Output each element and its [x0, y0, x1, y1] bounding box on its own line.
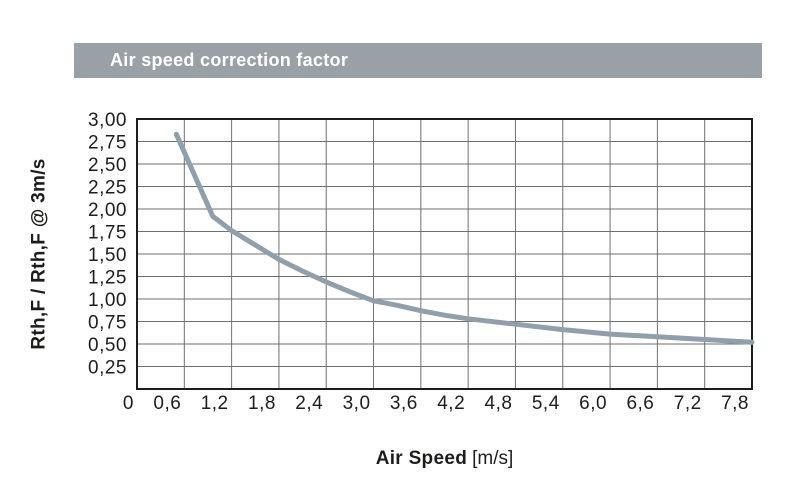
y-tick-label: 2,75: [88, 133, 127, 154]
y-tick-label: 1,25: [88, 268, 127, 289]
y-tick-label: 3,00: [88, 110, 127, 131]
plot-border: [136, 118, 753, 390]
y-tick-label: 2,00: [88, 200, 127, 221]
y-tick-label: 1,50: [88, 245, 127, 266]
x-tick-label: 3,0: [343, 393, 371, 414]
x-tick-label: 7,8: [721, 393, 749, 414]
y-tick-label: 1,75: [88, 223, 127, 244]
x-tick-label: 1,2: [201, 393, 229, 414]
x-tick-label: 6,6: [626, 393, 654, 414]
y-tick-label: 2,50: [88, 155, 127, 176]
x-axis-title-unit: [m/s]: [472, 448, 514, 469]
section-header-title: Air speed correction factor: [110, 50, 349, 70]
y-tick-label: 0,50: [88, 335, 127, 356]
y-tick-label: 0,75: [88, 313, 127, 334]
x-tick-label: 4,2: [437, 393, 465, 414]
y-tick-label: 0,25: [88, 358, 127, 379]
x-tick-label: 6,0: [579, 393, 607, 414]
x-axis-title-text: Air Speed: [375, 448, 468, 469]
x-tick-label: 0: [123, 393, 134, 414]
x-tick-label: 7,2: [674, 393, 702, 414]
section-header: Air speed correction factor: [74, 43, 762, 78]
y-tick-label: 2,25: [88, 178, 127, 199]
x-axis-title: Air Speed [m/s]: [137, 448, 752, 470]
y-tick-label: 1,00: [88, 290, 127, 311]
x-tick-label: 0,6: [153, 393, 181, 414]
x-tick-label: 3,6: [390, 393, 418, 414]
x-tick-label: 1,8: [248, 393, 276, 414]
x-tick-label: 2,4: [295, 393, 323, 414]
data-curve: [173, 131, 755, 345]
x-tick-label: 5,4: [532, 393, 560, 414]
x-tick-label: 4,8: [485, 393, 513, 414]
